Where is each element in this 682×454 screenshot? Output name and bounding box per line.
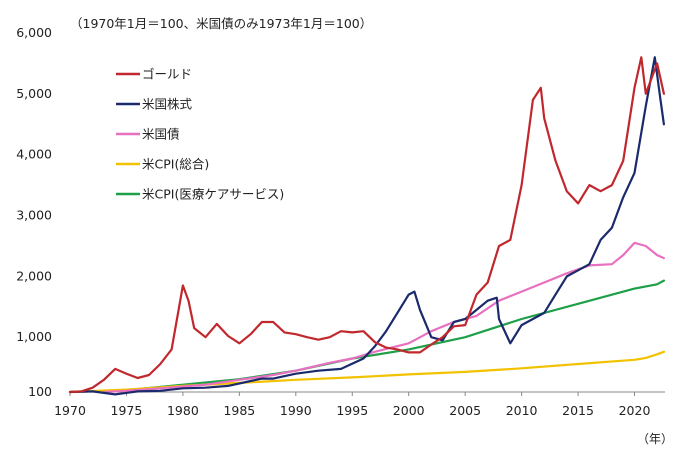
x-tick-label: 1990 [280,403,312,418]
x-axis: 1970 1975 1980 1985 1990 1995 2000 2005 2010 2015… [54,391,665,418]
x-tick-label: 1995 [336,403,368,418]
series-line [68,279,665,394]
legend-label: ゴールド [142,67,192,82]
legend-label: 米国債 [142,127,180,142]
chart-note: （1970年1月＝100、米国債のみ1973年1月＝100） [70,16,373,31]
y-tick-label: 1,000 [16,329,52,344]
x-tick-label: 2010 [506,403,538,418]
y-axis-ticks: 100 1,000 2,000 3,000 4,000 5,000 6,000 [16,25,52,399]
legend-label: 米国株式 [142,97,193,112]
x-tick-label: 2000 [393,403,425,418]
x-tick-label: 1980 [167,403,199,418]
x-axis-unit: （年） [637,432,674,446]
y-tick-label: 6,000 [16,25,52,40]
legend-label: 米CPI(総合) [142,157,209,172]
x-tick-label: 2020 [619,403,651,418]
legend-label: 米CPI(医療ケアサービス) [142,187,284,202]
y-tick-label: 3,000 [16,208,52,223]
y-tick-label: 5,000 [16,86,52,101]
x-tick-label: 2005 [449,403,481,418]
y-tick-label: 100 [28,384,52,399]
x-tick-label: 1975 [111,403,143,418]
y-tick-label: 2,000 [16,268,52,283]
y-tick-label: 4,000 [16,147,52,162]
x-tick-label: 1985 [223,403,255,418]
x-tick-label: 2015 [562,403,594,418]
series-group [68,56,665,396]
series-line [68,56,665,394]
x-tick-label: 1970 [54,403,86,418]
series-line [102,241,665,394]
series-line [68,56,665,396]
